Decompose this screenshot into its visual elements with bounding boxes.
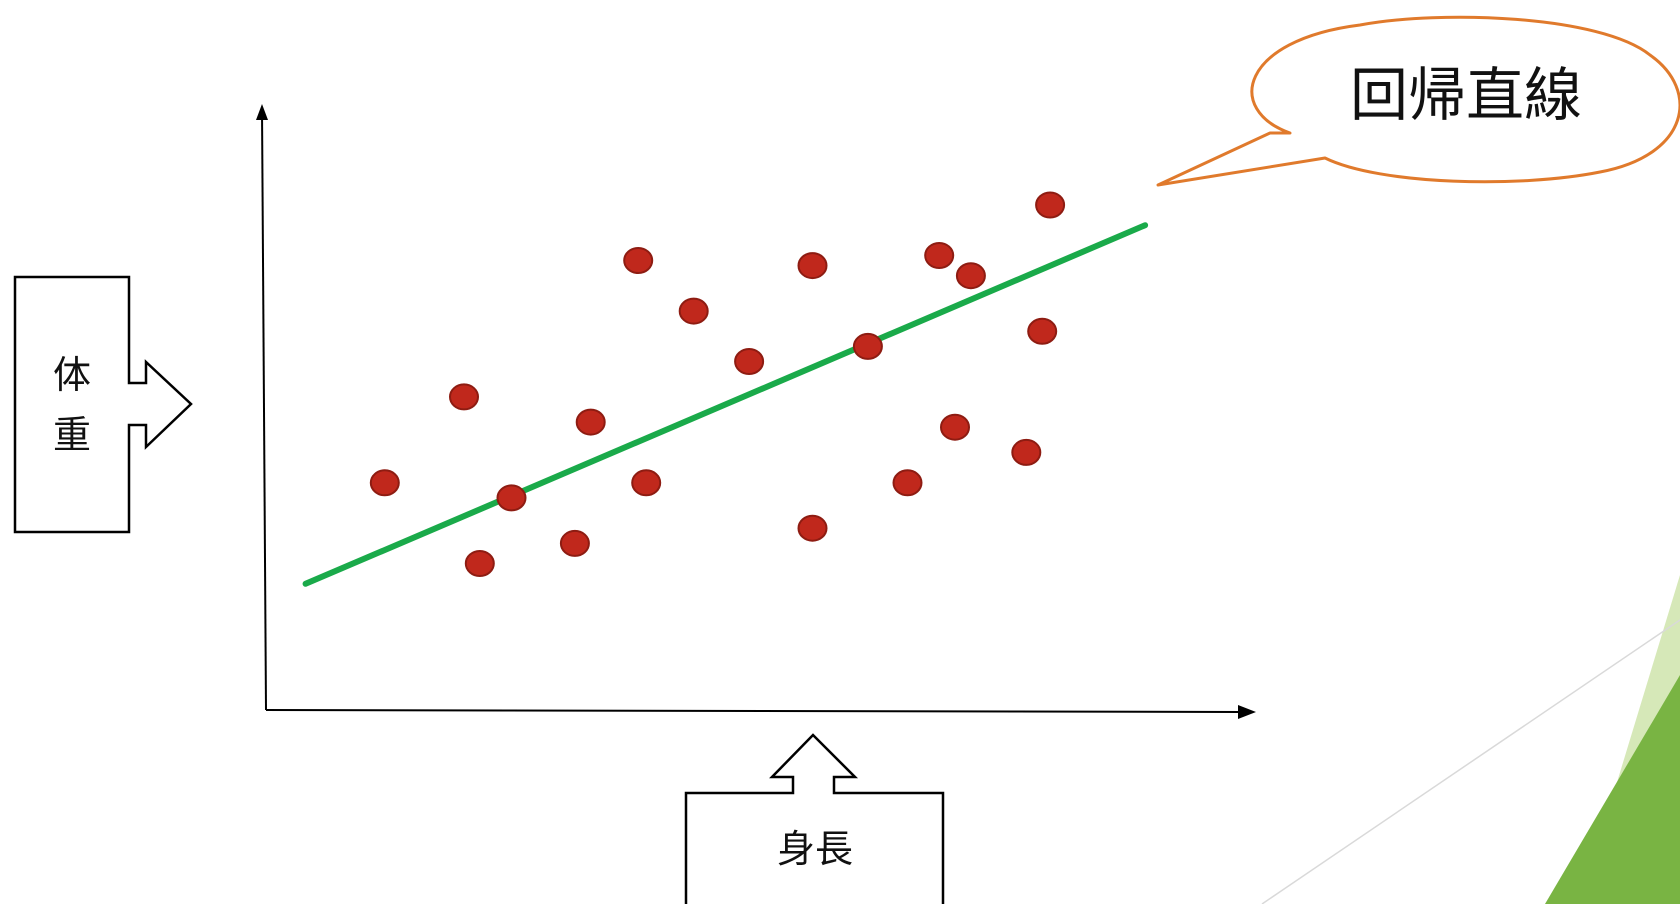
scatter-point xyxy=(940,413,970,441)
y-axis-arrowhead xyxy=(256,104,268,120)
scatter-point xyxy=(892,469,923,497)
x-axis-label: 身長 xyxy=(777,827,853,871)
scatter-point xyxy=(797,252,828,280)
scatter-point xyxy=(496,484,527,512)
scatter-point xyxy=(678,297,709,325)
scatter-point xyxy=(631,469,662,497)
callout-shape xyxy=(1156,15,1680,187)
scatter-point xyxy=(852,332,883,360)
y-axis-label-char-2: 重 xyxy=(53,413,91,457)
scatter-point xyxy=(449,383,479,411)
callout-bubble: 回帰直線 xyxy=(1156,15,1680,187)
regression-line xyxy=(302,222,1149,587)
x-axis-line xyxy=(265,709,1241,713)
axes xyxy=(256,104,1256,719)
scatter-point xyxy=(559,529,590,557)
scatter-point xyxy=(1011,438,1042,466)
y-axis-label-char-1: 体 xyxy=(53,353,91,397)
scatter-point xyxy=(1027,317,1058,345)
corner-decoration xyxy=(1261,575,1680,904)
scatter-point xyxy=(369,469,400,497)
corner-thin-line xyxy=(1261,619,1680,904)
scatter-points xyxy=(369,191,1066,577)
x-axis-arrowhead xyxy=(1238,705,1256,719)
x-axis-label-box xyxy=(684,733,945,904)
scatter-point xyxy=(623,247,654,274)
corner-dark-triangle xyxy=(1545,675,1680,904)
scatter-point xyxy=(1035,191,1066,219)
scatter-point xyxy=(464,550,495,577)
callout-label: 回帰直線 xyxy=(1350,61,1582,129)
scatter-point xyxy=(924,242,955,269)
y-axis-label-arrow: 体 重 xyxy=(13,275,193,534)
scatter-point xyxy=(797,514,828,542)
scatter-point xyxy=(734,348,765,375)
scatter-point xyxy=(955,262,986,290)
y-axis-label-box xyxy=(13,275,193,534)
y-axis-line xyxy=(261,109,267,711)
x-axis-label-arrow: 身長 xyxy=(684,733,945,904)
scatter-point xyxy=(575,408,606,436)
